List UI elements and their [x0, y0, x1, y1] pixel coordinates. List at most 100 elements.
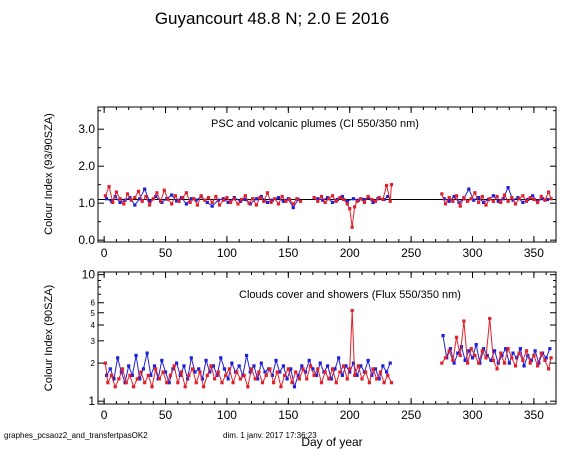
data-point — [524, 199, 529, 203]
data-point — [360, 377, 364, 381]
data-point — [258, 196, 262, 200]
data-point — [452, 361, 456, 365]
data-point — [243, 197, 247, 202]
data-point — [244, 353, 249, 358]
y-tick-label: 3 — [91, 337, 96, 346]
data-point — [262, 199, 266, 203]
data-point — [338, 196, 342, 200]
data-point — [499, 200, 503, 205]
data-point — [130, 373, 134, 377]
data-point — [341, 364, 346, 368]
data-point — [194, 381, 198, 385]
data-point — [375, 377, 379, 381]
data-point — [319, 194, 324, 199]
data-point — [341, 197, 346, 202]
data-point — [547, 190, 551, 194]
data-point — [518, 347, 522, 351]
data-point — [355, 199, 359, 203]
data-point — [477, 196, 481, 200]
data-point — [340, 373, 344, 377]
x-tick-label: 150 — [278, 246, 298, 260]
data-point — [161, 370, 165, 374]
x-axis-label: Day of year — [301, 435, 362, 449]
data-point — [389, 381, 394, 385]
data-point — [451, 358, 455, 363]
data-point — [183, 385, 187, 389]
data-point — [543, 358, 547, 363]
data-point — [373, 199, 378, 203]
data-point — [296, 373, 300, 377]
data-point — [210, 204, 214, 208]
data-point — [521, 194, 525, 198]
data-point — [463, 358, 467, 363]
data-point — [289, 367, 293, 371]
data-point — [303, 370, 308, 374]
data-point — [268, 367, 272, 371]
data-point — [300, 364, 304, 368]
data-point — [366, 194, 370, 199]
x-tick-label: 300 — [462, 246, 482, 260]
data-point — [201, 385, 206, 389]
data-point — [203, 198, 207, 202]
x-tick-label: 350 — [524, 246, 544, 260]
data-point — [532, 197, 536, 202]
data-point — [209, 364, 213, 368]
data-point — [176, 381, 180, 385]
data-point — [125, 192, 130, 196]
data-point — [326, 364, 330, 368]
data-point — [291, 202, 295, 206]
data-point — [242, 373, 246, 377]
data-point — [330, 200, 335, 205]
data-point — [264, 373, 268, 377]
data-point — [323, 370, 327, 374]
data-point — [205, 200, 209, 205]
data-point — [499, 351, 503, 355]
data-point — [139, 370, 143, 374]
x-tick-label: 0 — [101, 408, 108, 422]
data-point — [138, 197, 142, 201]
data-point — [545, 197, 550, 202]
footer-timestamp: dim. 1 janv. 2017 17:36:23 — [223, 431, 317, 440]
data-point — [152, 364, 157, 368]
data-point — [200, 377, 204, 381]
data-point — [287, 197, 292, 202]
data-point — [254, 197, 258, 201]
data-point — [458, 204, 462, 208]
data-point — [106, 381, 110, 385]
data-point — [177, 199, 181, 203]
data-point — [141, 367, 146, 371]
data-point — [260, 381, 265, 385]
data-point — [240, 197, 244, 202]
x-tick-label: 200 — [340, 408, 360, 422]
data-point — [265, 200, 270, 205]
data-point — [211, 364, 216, 368]
data-point — [333, 367, 337, 371]
data-point — [271, 381, 276, 385]
data-point — [495, 367, 499, 371]
data-point — [154, 367, 158, 371]
data-point — [281, 199, 286, 203]
data-point — [481, 347, 486, 351]
data-point — [491, 199, 495, 203]
data-point — [441, 333, 445, 338]
data-point — [517, 197, 521, 201]
data-point — [129, 198, 133, 202]
data-point — [149, 373, 153, 377]
data-point — [502, 193, 507, 197]
data-point — [371, 367, 375, 371]
data-point — [521, 358, 525, 363]
chart-title: Guyancourt 48.8 N; 2.0 E 2016 — [155, 9, 389, 28]
data-point — [284, 199, 288, 203]
data-point — [150, 385, 154, 389]
data-point — [345, 199, 349, 203]
data-point — [359, 364, 363, 368]
data-point — [513, 364, 518, 368]
data-point — [283, 373, 287, 377]
data-point — [133, 203, 137, 207]
data-point — [227, 367, 231, 371]
data-point — [237, 364, 241, 368]
data-point — [193, 370, 197, 374]
data-point — [299, 199, 303, 203]
data-point — [535, 200, 540, 205]
data-point — [381, 197, 385, 202]
